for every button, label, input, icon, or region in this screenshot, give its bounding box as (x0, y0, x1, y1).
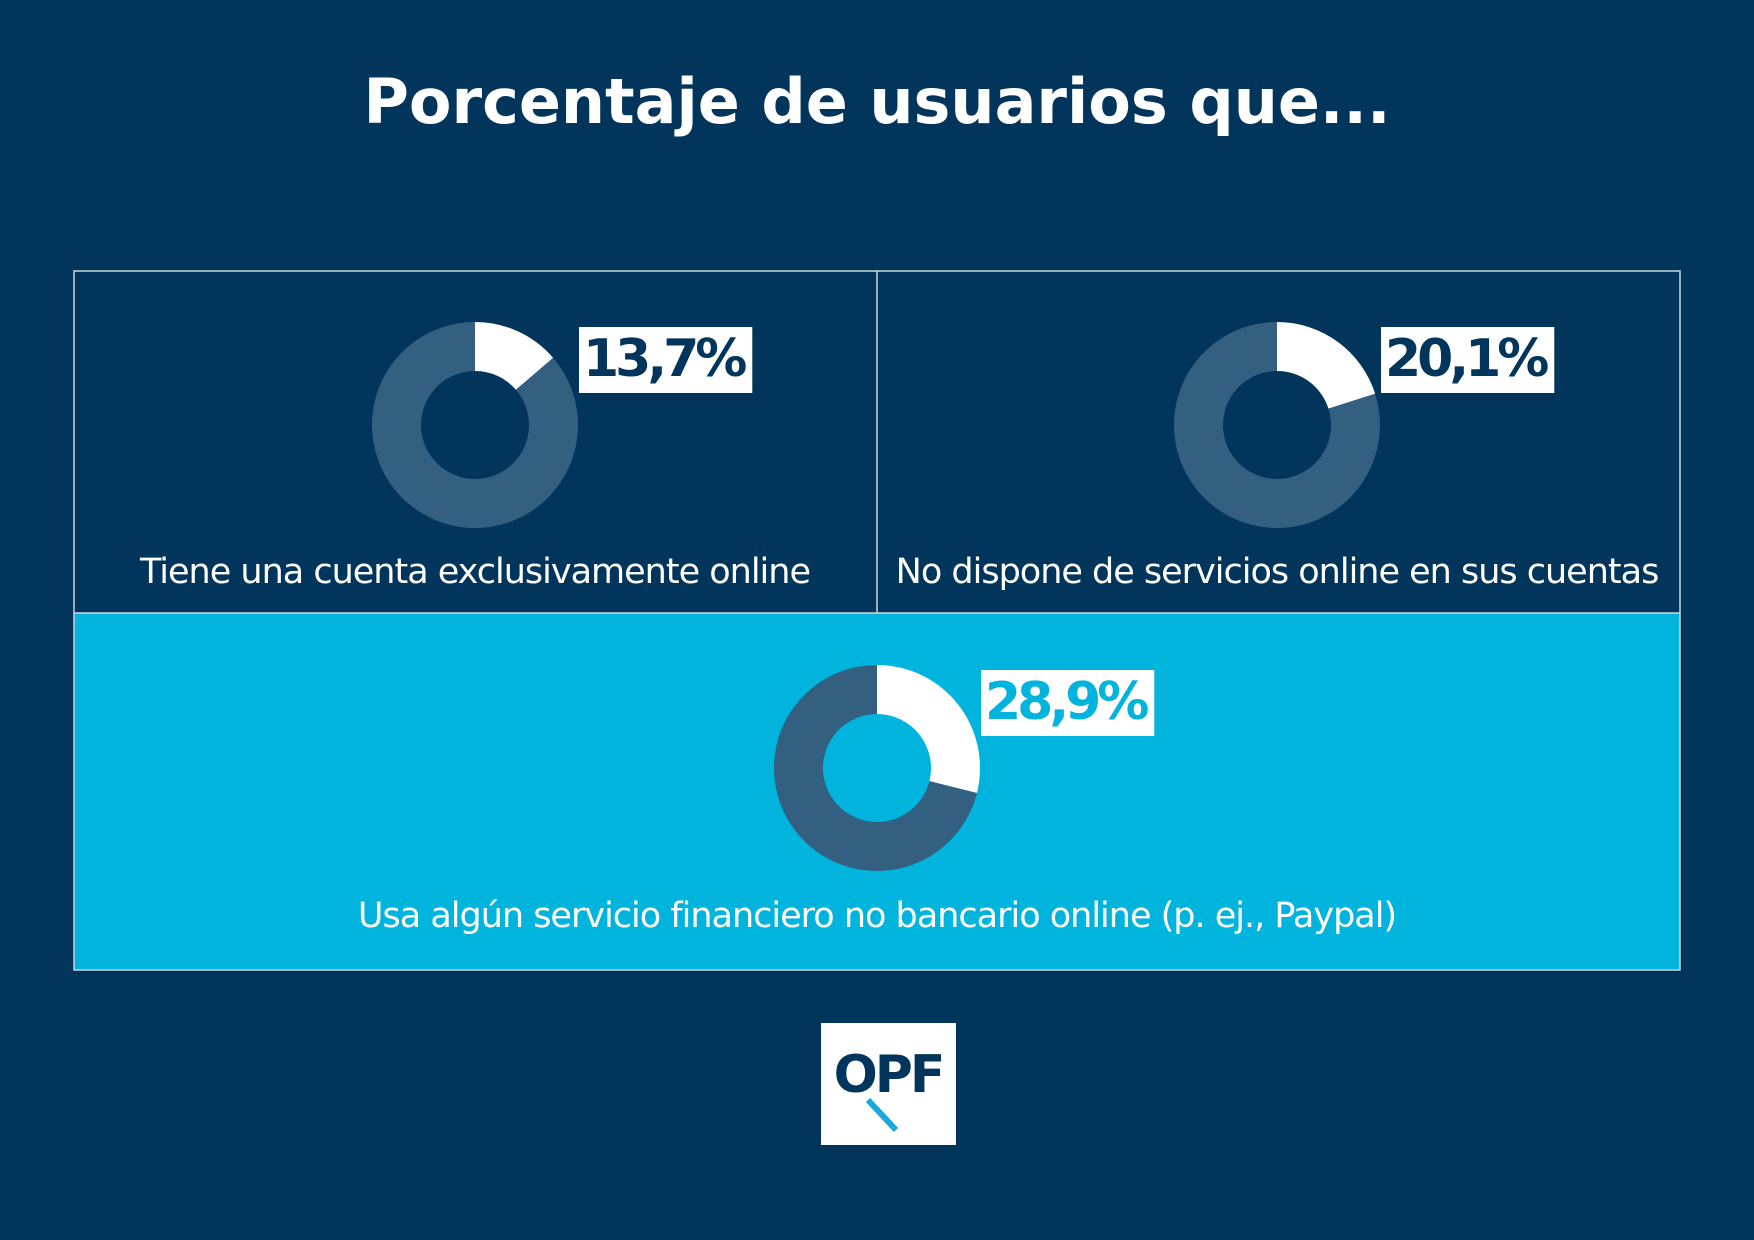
donut-chart: 13,7% Tiene una cuenta exclusivamente onl… (139, 322, 811, 592)
value-label: 28,9% (985, 672, 1148, 732)
title: Porcentaje de usuarios que... (363, 65, 1390, 138)
donut-slice (774, 665, 977, 872)
value-label: 13,7% (583, 329, 746, 389)
donut-slice (475, 322, 554, 390)
logo-handle (865, 1097, 899, 1133)
logo-text: OPF (834, 1045, 943, 1105)
value-label-box (981, 670, 1155, 736)
donut-slice (371, 322, 578, 528)
value-label-box (579, 327, 753, 393)
logo: OPF (821, 1023, 956, 1145)
donut-slice (1174, 322, 1380, 528)
donut-chart: 20,1% No dispone de servicios online en s… (896, 322, 1659, 592)
caption: Usa algún servicio financiero no bancari… (358, 896, 1396, 936)
value-label: 20,1% (1385, 329, 1548, 389)
value-label-box (1381, 327, 1555, 393)
caption: No dispone de servicios online en sus cu… (896, 552, 1659, 592)
caption: Tiene una cuenta exclusivamente online (139, 552, 810, 592)
donut-slice (877, 665, 980, 793)
donut-slice (1277, 322, 1376, 409)
donut-chart: 28,9% Usa algún servicio financiero no ba… (358, 665, 1397, 936)
